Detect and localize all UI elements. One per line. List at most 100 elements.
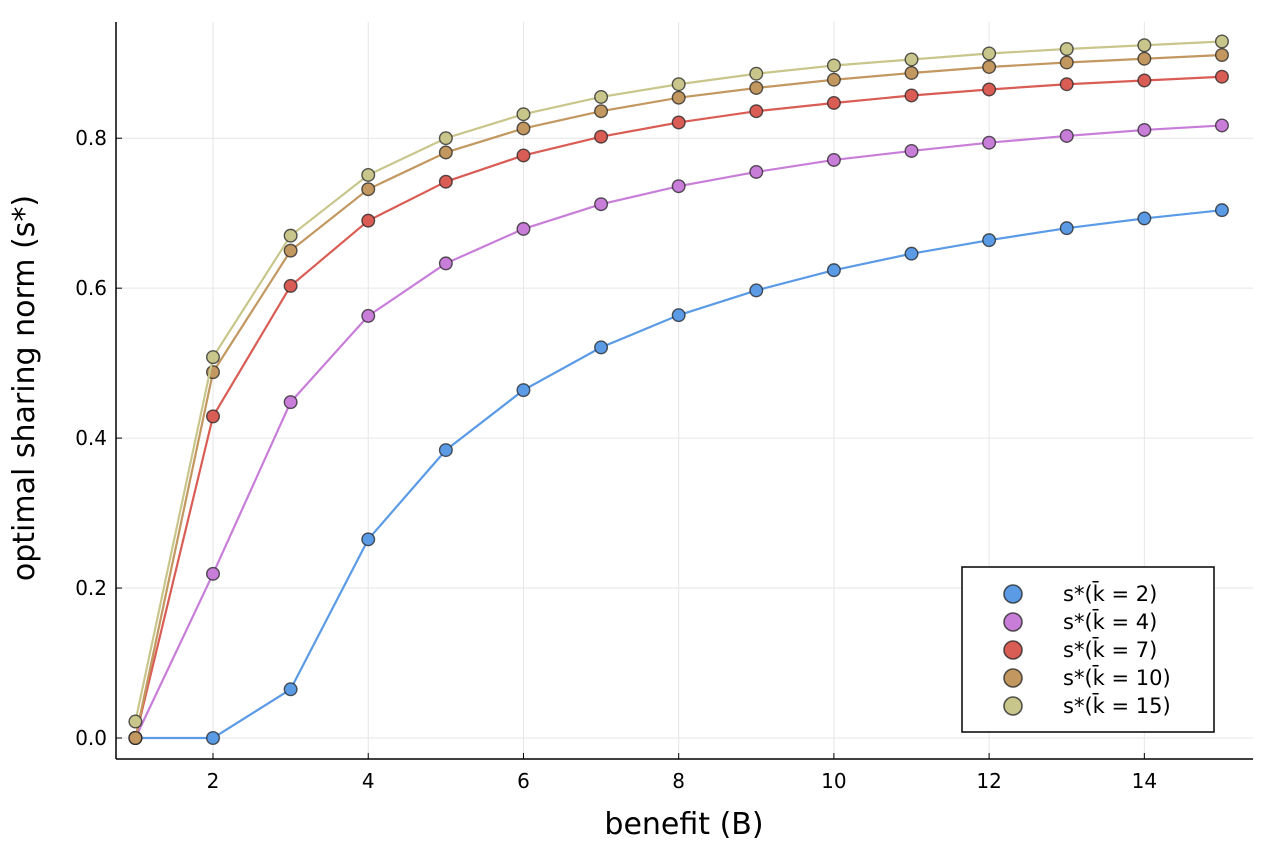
data-point xyxy=(516,148,531,163)
data-point xyxy=(128,714,143,729)
x-tick-label: 8 xyxy=(672,769,685,793)
y-tick-label: 0.6 xyxy=(75,276,107,300)
data-point xyxy=(982,233,997,248)
data-point xyxy=(361,532,376,547)
data-point xyxy=(826,152,841,167)
x-tick-label: 6 xyxy=(517,769,530,793)
x-tick-label: 2 xyxy=(207,769,220,793)
series-group xyxy=(128,69,1229,746)
legend: s*(k̄ = 2) s*(k̄ = 4) s*(k̄ = 7) s*(k̄ = 10… xyxy=(961,566,1215,733)
data-point xyxy=(1137,211,1152,226)
data-point xyxy=(438,174,453,189)
tick-labels: 2 4 6 8 10 12 14 0.0 0.2 0.4 0.6 0.8 xyxy=(75,126,1157,793)
data-point xyxy=(904,65,919,80)
y-tick-label: 0.4 xyxy=(75,426,107,450)
data-point xyxy=(1214,203,1229,218)
data-point xyxy=(749,283,764,298)
x-tick-label: 12 xyxy=(976,769,1001,793)
data-point xyxy=(749,66,764,81)
data-point xyxy=(982,59,997,74)
data-point xyxy=(1059,128,1074,143)
data-point xyxy=(904,143,919,158)
data-point xyxy=(283,228,298,243)
x-axis-title: benefit (B) xyxy=(604,807,763,842)
legend-marker xyxy=(1003,640,1023,660)
data-point xyxy=(361,213,376,228)
y-tick-label: 0.8 xyxy=(75,126,107,150)
legend-marker xyxy=(1003,584,1023,604)
data-point xyxy=(1137,51,1152,66)
legend-label: s*(k̄ = 7) xyxy=(1063,637,1157,662)
data-point xyxy=(982,46,997,61)
data-point xyxy=(128,731,143,746)
data-point xyxy=(438,131,453,146)
data-point xyxy=(1059,41,1074,56)
data-point xyxy=(283,395,298,410)
data-point xyxy=(594,129,609,144)
data-point xyxy=(982,135,997,150)
data-point xyxy=(1214,118,1229,133)
data-point xyxy=(826,95,841,110)
data-point xyxy=(594,340,609,355)
legend-label: s*(k̄ = 15) xyxy=(1063,693,1171,718)
data-point xyxy=(206,731,221,746)
data-point xyxy=(1137,38,1152,53)
data-point xyxy=(749,80,764,95)
data-point xyxy=(594,89,609,104)
data-point xyxy=(1137,122,1152,137)
data-point xyxy=(361,182,376,197)
data-point xyxy=(1214,69,1229,84)
x-tick-label: 10 xyxy=(821,769,846,793)
data-point xyxy=(826,58,841,73)
data-point xyxy=(516,107,531,122)
y-tick-label: 0.2 xyxy=(75,576,107,600)
data-point xyxy=(749,104,764,119)
legend-label: s*(k̄ = 2) xyxy=(1063,581,1157,606)
data-point xyxy=(1059,55,1074,70)
data-point xyxy=(671,308,686,323)
data-point xyxy=(206,409,221,424)
series-group xyxy=(128,34,1229,729)
data-point xyxy=(904,52,919,67)
y-axis-title: optimal sharing norm (s*) xyxy=(7,195,42,581)
legend-label: s*(k̄ = 4) xyxy=(1063,609,1157,634)
data-point xyxy=(516,383,531,398)
legend-marker xyxy=(1003,612,1023,632)
data-point xyxy=(594,197,609,212)
data-point xyxy=(1214,47,1229,62)
data-point xyxy=(206,350,221,365)
x-tick-label: 4 xyxy=(362,769,375,793)
data-point xyxy=(594,104,609,119)
legend-marker xyxy=(1003,668,1023,688)
data-point xyxy=(826,72,841,87)
data-point xyxy=(438,256,453,271)
data-point xyxy=(516,121,531,136)
x-tick-label: 14 xyxy=(1132,769,1157,793)
data-point xyxy=(361,167,376,182)
data-point xyxy=(1214,34,1229,49)
data-point xyxy=(1059,221,1074,236)
data-point xyxy=(1059,77,1074,92)
legend-marker xyxy=(1003,696,1023,716)
data-point xyxy=(671,77,686,92)
axes xyxy=(115,22,1253,760)
data-point xyxy=(671,90,686,105)
data-point xyxy=(671,179,686,194)
data-point xyxy=(671,115,686,130)
data-point xyxy=(1137,73,1152,88)
data-series xyxy=(128,34,1229,746)
data-point xyxy=(516,221,531,236)
data-point xyxy=(982,82,997,97)
series-group xyxy=(128,118,1229,746)
y-tick-label: 0.0 xyxy=(75,726,107,750)
data-point xyxy=(361,308,376,323)
legend-label: s*(k̄ = 10) xyxy=(1063,665,1171,690)
series-group xyxy=(128,47,1229,746)
data-point xyxy=(904,88,919,103)
data-point xyxy=(206,566,221,581)
data-point xyxy=(438,443,453,458)
data-point xyxy=(904,246,919,261)
data-point xyxy=(283,243,298,258)
data-point xyxy=(826,263,841,278)
